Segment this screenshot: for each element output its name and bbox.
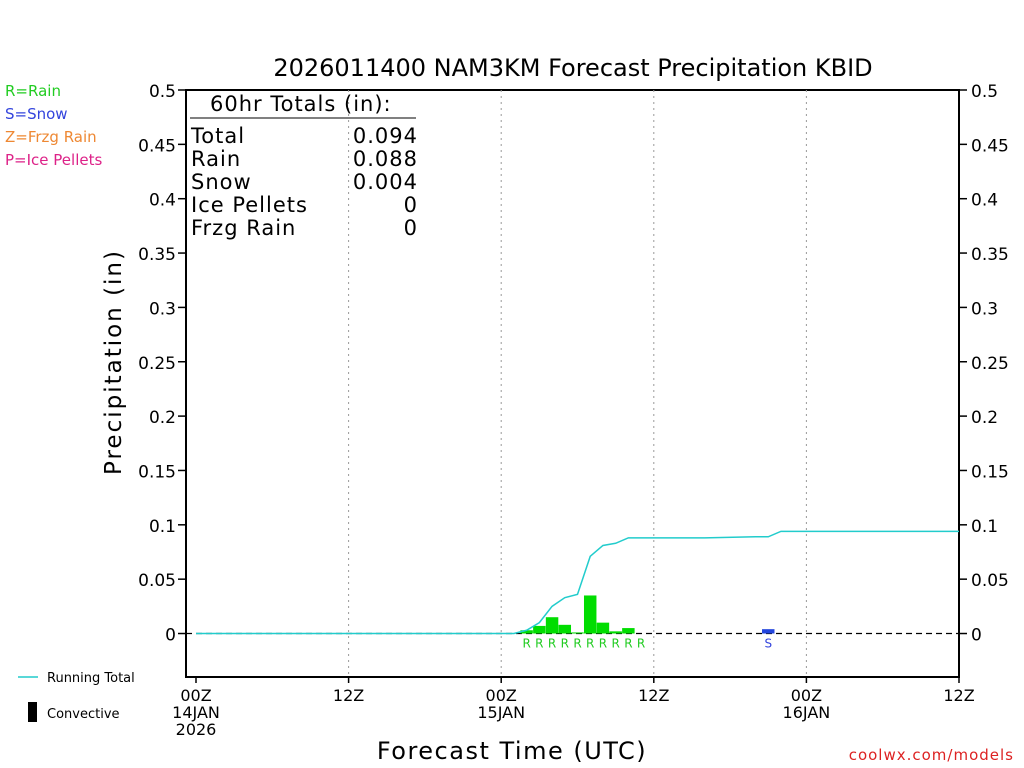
precip-type-letter: R (611, 637, 619, 651)
y-tick-label-left: 0.25 (138, 354, 176, 374)
precip-type-legend: R=Rain S=Snow Z=Frzg Rain P=Ice Pellets (5, 82, 102, 169)
precip-bar-rain (558, 624, 572, 634)
legend-entry: R=Rain (5, 82, 61, 100)
y-axis-label: Precipitation (in) (101, 249, 127, 475)
precip-bar-snow (762, 629, 775, 634)
totals-row-label: Total (190, 124, 245, 148)
precip-bar-rain (583, 595, 597, 634)
convective-legend-label: Convective (47, 707, 120, 722)
precip-type-letter: R (624, 637, 632, 651)
y-tick-label-right: 0.25 (971, 354, 1009, 374)
precip-bar-rain (622, 628, 635, 634)
y-tick-label-right: 0.15 (971, 462, 1009, 482)
running-total-line (196, 530, 959, 635)
site-credit: coolwx.com/models (849, 746, 1014, 764)
legend-entry: P=Ice Pellets (5, 151, 102, 169)
totals-row-label: Ice Pellets (191, 193, 308, 217)
y-tick-label-left: 0.5 (149, 82, 176, 102)
totals-row-value: 0 (404, 193, 418, 217)
chart-title: 2026011400 NAM3KM Forecast Precipitation… (273, 54, 872, 82)
totals-rows: Total 0.094 Rain 0.088 Snow 0.004 Ice Pellets 0… (190, 124, 418, 240)
precip-type-letter: R (599, 637, 607, 651)
precip-type-letter: R (637, 637, 645, 651)
precip-type-letter: R (548, 637, 556, 651)
precip-bar-rain (545, 617, 559, 634)
precip-type-letter: R (561, 637, 569, 651)
precip-bar-rain (596, 622, 610, 634)
totals-row-label: Rain (191, 147, 241, 171)
y-tick-label-right: 0.3 (971, 299, 998, 319)
x-tick-label: 16JAN (783, 703, 831, 722)
y-tick-label-left: 0.35 (138, 245, 176, 265)
x-axis-label: Forecast Time (UTC) (377, 737, 647, 765)
precip-type-letter: R (535, 637, 543, 651)
precip-bars (520, 595, 775, 634)
x-tick-label: 15JAN (477, 703, 525, 722)
x-tick-label: 00Z (486, 686, 517, 705)
totals-row-value: 0.094 (353, 124, 418, 148)
vertical-gridlines (348, 90, 807, 677)
y-tick-label-left: 0.1 (149, 517, 176, 537)
legend-entry: Z=Frzg Rain (5, 128, 97, 146)
y-tick-label-right: 0.1 (971, 517, 998, 537)
x-tick-label: 12Z (638, 686, 669, 705)
totals-row-value: 0 (404, 216, 418, 240)
y-tick-label-right: 0.05 (971, 571, 1009, 591)
totals-row-value: 0.004 (353, 170, 418, 194)
y-tick-label-left: 0.4 (149, 191, 176, 211)
x-tick-label: 00Z (791, 686, 822, 705)
precip-type-letter: R (573, 637, 581, 651)
y-tick-label-left: 0 (165, 626, 176, 646)
y-tick-label-left: 0.15 (138, 462, 176, 482)
precip-type-letter: S (764, 637, 772, 651)
running-total-legend-label: Running Total (47, 671, 135, 686)
precip-bar-rain (520, 630, 533, 634)
plot-frame (185, 89, 960, 678)
precip-bar-rain (533, 625, 546, 634)
y-tick-label-right: 0.35 (971, 245, 1009, 265)
x-tick-label: 00Z (180, 686, 211, 705)
precip-bar-rain (571, 632, 584, 634)
y-tick-label-left: 0.45 (138, 136, 176, 156)
y-tick-label-right: 0.4 (971, 191, 998, 211)
precip-type-letter: R (586, 637, 594, 651)
y-tick-label-left: 0.2 (149, 408, 176, 428)
y-tick-label-right: 0.5 (971, 82, 998, 102)
totals-box: 60hr Totals (in): Total 0.094 Rain 0.088 Sno… (190, 92, 418, 240)
x-tick-label: 12Z (943, 686, 974, 705)
legend-entry: S=Snow (5, 105, 68, 123)
precip-type-letter: R (522, 637, 530, 651)
bottom-legend: Running Total Convective (18, 671, 135, 722)
totals-heading: 60hr Totals (in): (210, 92, 392, 116)
y-tick-label-right: 0.45 (971, 136, 1009, 156)
precip-bar-rain (609, 631, 622, 634)
convective-legend-box (28, 702, 37, 722)
y-tick-label-right: 0 (971, 626, 982, 646)
x-tick-label: 14JAN (172, 703, 220, 722)
totals-row-value: 0.088 (353, 147, 418, 171)
y-axis-right-ticks: 0 0.05 0.1 0.15 0.2 0.25 0.3 0.35 0.4 0.45 0.5 (959, 82, 1009, 646)
totals-row-label: Snow (191, 170, 252, 194)
x-tick-label: 2026 (176, 720, 217, 739)
y-tick-label-right: 0.2 (971, 408, 998, 428)
y-tick-label-left: 0.3 (149, 299, 176, 319)
y-tick-label-left: 0.05 (138, 571, 176, 591)
totals-row-label: Frzg Rain (191, 216, 296, 240)
x-tick-label: 12Z (333, 686, 364, 705)
y-axis-left-ticks: 0 0.05 0.1 0.15 0.2 0.25 0.3 0.35 0.4 0.45 0.5 (138, 82, 186, 646)
